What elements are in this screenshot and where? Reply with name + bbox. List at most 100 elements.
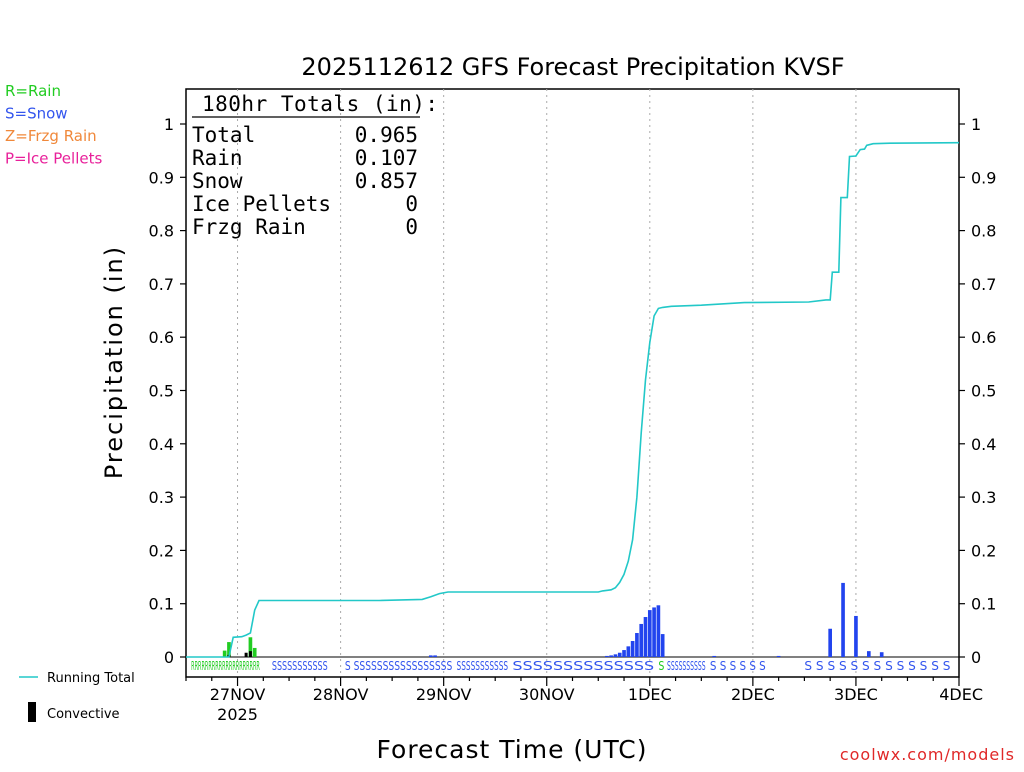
- y-tick-label-right: 0.9: [971, 168, 996, 187]
- x-tick-label: 28NOV: [313, 685, 369, 704]
- bar-snow: [622, 650, 626, 657]
- y-tick-label-right: 1: [971, 115, 981, 134]
- totals-row-value: 0.965: [355, 123, 418, 147]
- y-tick-label-left: 0.6: [149, 328, 174, 347]
- watermark: coolwx.com/models: [840, 745, 1015, 764]
- bar-snow: [613, 654, 618, 657]
- precip-type-strip-segment: S SSSSSSSSSSSSSSSSS: [345, 659, 452, 673]
- y-tick-label-right: 0.1: [971, 595, 996, 614]
- convective-legend-swatch: [28, 702, 36, 722]
- bar-snow: [609, 655, 613, 657]
- y-tick-label-left: 0.5: [149, 382, 174, 401]
- bar-snow: [776, 655, 781, 657]
- bar-snow: [866, 651, 871, 657]
- chart-title: 2025112612 GFS Forecast Precipitation KV…: [301, 53, 844, 81]
- y-tick-label-right: 0.7: [971, 275, 996, 294]
- precip-bars: [222, 582, 884, 657]
- bar-snow: [630, 641, 635, 657]
- y-tick-label-left: 0.7: [149, 275, 174, 294]
- y-tick-label-left: 0.3: [149, 488, 174, 507]
- x-tick-label: 4DEC: [939, 685, 983, 704]
- precip-type-strip-segment: RRRRRRRRRRRRRRRRRRRR: [191, 659, 260, 673]
- bar-snow: [626, 646, 631, 657]
- bar-snow: [647, 610, 652, 657]
- y-tick-label-left: 0.1: [149, 595, 174, 614]
- totals-row-label: Total: [192, 123, 255, 147]
- y-tick-label-right: 0.3: [971, 488, 996, 507]
- precip-type-strip-segment: SSSSSSSSSSSSSS: [512, 659, 654, 673]
- totals-row-value: 0: [405, 215, 418, 239]
- x-tick-label: 29NOV: [416, 685, 472, 704]
- bar-rain: [252, 647, 257, 657]
- type-legend-entry: R=Rain: [5, 82, 61, 100]
- bar-rain: [227, 642, 231, 657]
- bar-snow: [841, 582, 845, 657]
- precip-type-strip: RRRRRRRRRRRRRRRRRRRR SSSSSSSSSSS S SSSSSSS…: [191, 659, 950, 673]
- y-tick-label-right: 0: [971, 648, 981, 667]
- y-tick-label-left: 0.8: [149, 222, 174, 241]
- bar-snow: [652, 607, 656, 657]
- y-tick-label-left: 0: [164, 648, 174, 667]
- bar-snow: [854, 615, 858, 657]
- totals-row-value: 0.107: [355, 146, 418, 170]
- bar-snow: [879, 652, 884, 657]
- y-axis: 0 00.1 0.10.2 0.20.3 0.30.4 0.40.5 0.50.6 0.60.…: [149, 115, 997, 667]
- totals-row-label: Frzg Rain: [192, 215, 306, 239]
- totals-header: 180hr Totals (in):: [202, 92, 439, 116]
- x-axis-label: Forecast Time (UTC): [377, 735, 648, 764]
- x-tick-label: 27NOV: [210, 685, 266, 704]
- precip-type-strip-segment: SSSSSSSSSS: [667, 659, 706, 673]
- bar-snow: [712, 655, 717, 657]
- y-tick-label-right: 0.8: [971, 222, 996, 241]
- totals-box: 180hr Totals (in): Total 0.965 Rain 0.107 Sn…: [192, 92, 439, 239]
- totals-row-label: Ice Pellets: [192, 192, 331, 216]
- precip-type-strip-segment: S S S S S S: [710, 659, 766, 673]
- bar-rain: [222, 650, 227, 657]
- y-tick-label-left: 0.9: [149, 168, 174, 187]
- y-tick-label-right: 0.5: [971, 382, 996, 401]
- precip-type-strip-segment: SSSSSSSSSSS: [457, 659, 509, 673]
- bar-snow: [656, 605, 661, 657]
- y-tick-label-right: 0.2: [971, 541, 996, 560]
- x-tick-label: 30NOV: [519, 685, 575, 704]
- y-tick-label-left: 1: [164, 115, 174, 134]
- x-tick-sublabel: 2025: [217, 705, 258, 724]
- totals-rows: Total 0.965 Rain 0.107 Snow 0.857 Ice Pellets 0…: [192, 123, 418, 239]
- precip-type-legend: R=Rain S=Snow Z=Frzg Rain P=Ice Pellets: [5, 82, 102, 168]
- bar-snow: [428, 655, 433, 657]
- vertical-gridlines: [237, 89, 857, 677]
- type-legend-entry: P=Ice Pellets: [5, 150, 102, 168]
- y-tick-label-left: 0.4: [149, 435, 174, 454]
- x-tick-label: 1DEC: [628, 685, 672, 704]
- x-tick-label: 3DEC: [834, 685, 878, 704]
- bar-snow: [660, 634, 665, 657]
- y-axis-label: Precipitation (in): [100, 245, 128, 479]
- bar-convective: [244, 652, 248, 657]
- bar-rain: [248, 637, 253, 657]
- convective-legend-label: Convective: [47, 707, 120, 722]
- bar-convective: [248, 651, 252, 657]
- type-legend-entry: S=Snow: [5, 105, 68, 123]
- y-tick-label-right: 0.4: [971, 435, 996, 454]
- totals-row-value: 0: [405, 192, 418, 216]
- running-total-legend-label: Running Total: [47, 671, 135, 686]
- y-tick-label-right: 0.6: [971, 328, 996, 347]
- totals-row-label: Rain: [192, 146, 243, 170]
- y-tick-label-left: 0.2: [149, 541, 174, 560]
- bar-snow: [643, 617, 648, 657]
- type-legend-entry: Z=Frzg Rain: [5, 127, 97, 145]
- totals-row-value: 0.857: [355, 169, 418, 193]
- bar-snow: [635, 633, 639, 657]
- precip-type-strip-segment: S S S S S S S S S S S S S: [804, 659, 950, 673]
- precip-type-strip-segment: SSSSSSSSSSS: [272, 659, 328, 673]
- bar-snow: [433, 655, 437, 657]
- totals-row-label: Snow: [192, 169, 243, 193]
- bar-snow: [617, 652, 622, 657]
- bar-snow: [639, 623, 644, 657]
- bar-snow: [605, 655, 609, 657]
- x-tick-label: 2DEC: [731, 685, 775, 704]
- precip-type-strip-segment: S: [658, 659, 664, 673]
- running-total-line: [186, 141, 960, 658]
